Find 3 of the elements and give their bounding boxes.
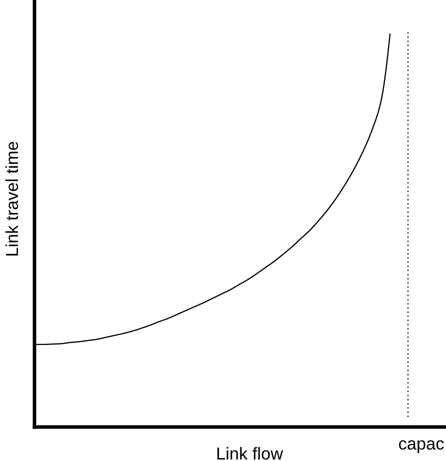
text: capac — [399, 440, 444, 454]
y-axis-title: Link travel time — [5, 142, 18, 256]
x-axis-title: Link flow — [217, 447, 284, 460]
